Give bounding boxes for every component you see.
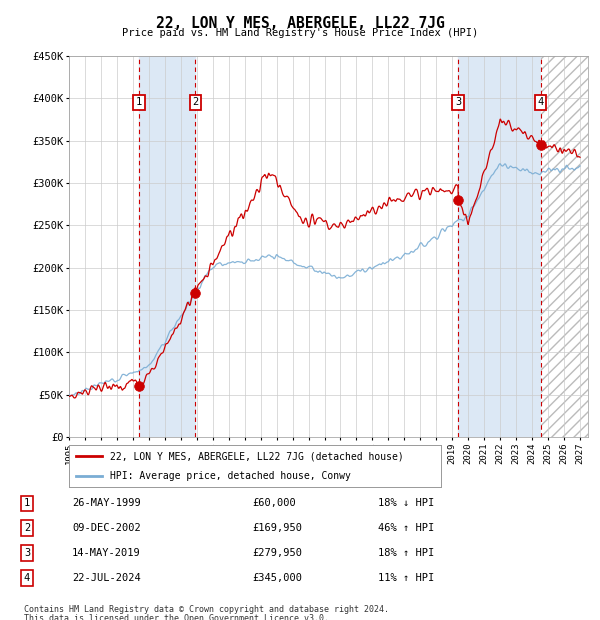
Text: 1: 1 [24, 498, 30, 508]
Text: 3: 3 [24, 548, 30, 558]
Text: 22-JUL-2024: 22-JUL-2024 [72, 573, 141, 583]
Text: £60,000: £60,000 [252, 498, 296, 508]
Text: 18% ↓ HPI: 18% ↓ HPI [378, 498, 434, 508]
Text: 4: 4 [538, 97, 544, 107]
Text: Contains HM Land Registry data © Crown copyright and database right 2024.: Contains HM Land Registry data © Crown c… [24, 604, 389, 614]
Text: 11% ↑ HPI: 11% ↑ HPI [378, 573, 434, 583]
Text: HPI: Average price, detached house, Conwy: HPI: Average price, detached house, Conw… [110, 471, 351, 481]
Text: 26-MAY-1999: 26-MAY-1999 [72, 498, 141, 508]
Text: 18% ↑ HPI: 18% ↑ HPI [378, 548, 434, 558]
Text: 3: 3 [455, 97, 461, 107]
Text: 14-MAY-2019: 14-MAY-2019 [72, 548, 141, 558]
Bar [541, 56, 600, 437]
Bar [139, 56, 196, 437]
Text: 09-DEC-2002: 09-DEC-2002 [72, 523, 141, 533]
Text: This data is licensed under the Open Government Licence v3.0.: This data is licensed under the Open Gov… [24, 614, 329, 620]
Text: £345,000: £345,000 [252, 573, 302, 583]
Bar [541, 56, 600, 437]
Text: 1: 1 [136, 97, 142, 107]
Text: 4: 4 [24, 573, 30, 583]
Text: £279,950: £279,950 [252, 548, 302, 558]
Text: £169,950: £169,950 [252, 523, 302, 533]
Text: 22, LON Y MES, ABERGELE, LL22 7JG: 22, LON Y MES, ABERGELE, LL22 7JG [155, 16, 445, 30]
Text: 2: 2 [193, 97, 199, 107]
Bar [458, 56, 541, 437]
Text: 2: 2 [24, 523, 30, 533]
Text: Price paid vs. HM Land Registry's House Price Index (HPI): Price paid vs. HM Land Registry's House … [122, 28, 478, 38]
Text: 46% ↑ HPI: 46% ↑ HPI [378, 523, 434, 533]
Text: 22, LON Y MES, ABERGELE, LL22 7JG (detached house): 22, LON Y MES, ABERGELE, LL22 7JG (detac… [110, 451, 404, 461]
